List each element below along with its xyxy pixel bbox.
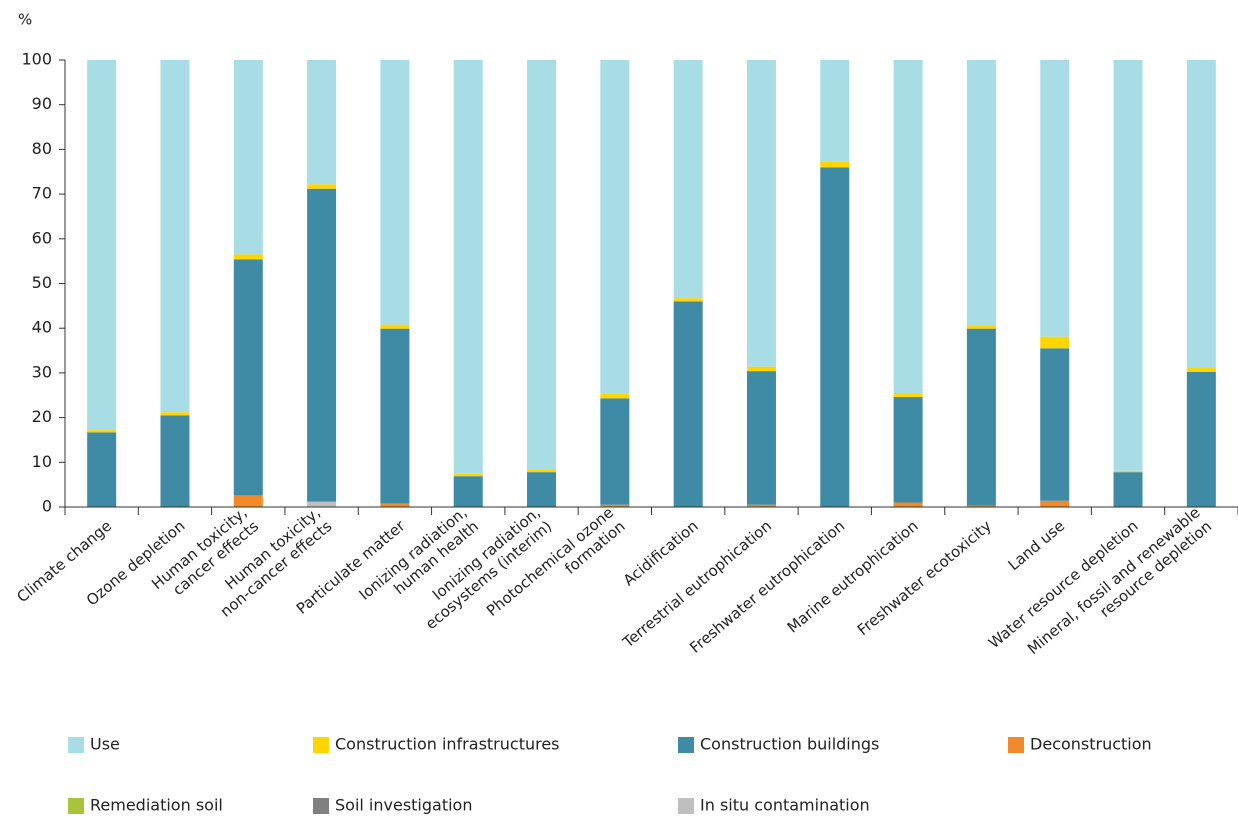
y-tick-label: 90 xyxy=(32,94,52,113)
bar-segment xyxy=(673,60,703,299)
bar-segment xyxy=(160,60,190,413)
legend-label: In situ contamination xyxy=(700,796,870,815)
y-tick-label: 40 xyxy=(32,318,52,337)
bar-segment xyxy=(453,60,483,474)
legend-swatch xyxy=(68,737,84,753)
y-tick-label: 50 xyxy=(32,273,52,292)
x-tick-label: Marine eutrophication xyxy=(784,517,922,637)
bar-segment xyxy=(307,60,337,185)
bar-segment xyxy=(893,393,923,398)
bar-segment xyxy=(746,504,776,507)
bar-segment xyxy=(820,60,850,162)
bar-segment xyxy=(527,60,557,470)
bar-segment xyxy=(1186,372,1216,507)
legend-swatch xyxy=(678,798,694,814)
bar-segment xyxy=(600,398,630,505)
bar-segment xyxy=(307,188,337,502)
bar-segment xyxy=(1113,60,1143,471)
x-tick-label: Freshwater eutrophication xyxy=(686,517,848,657)
bar-segment xyxy=(380,328,410,504)
bar-segment xyxy=(1186,367,1216,373)
bar-segment xyxy=(893,60,923,394)
bar-segment xyxy=(1040,60,1070,337)
y-tick-label: 30 xyxy=(32,362,52,381)
y-tick-label: 80 xyxy=(32,139,52,158)
y-axis-label: % xyxy=(18,11,32,29)
bar-segment xyxy=(746,60,776,367)
bar-segment xyxy=(600,60,630,394)
bar-segment xyxy=(453,473,483,477)
legend-label: Soil investigation xyxy=(335,796,472,815)
legend-swatch xyxy=(1008,737,1024,753)
bar-segment xyxy=(527,469,557,473)
bar-segment xyxy=(380,60,410,325)
bar-segment xyxy=(1040,336,1070,349)
bar-segment xyxy=(893,502,923,507)
bar-segment xyxy=(820,161,850,168)
bar-segment xyxy=(600,393,630,399)
bar-segment xyxy=(527,472,557,507)
legend-label: Deconstruction xyxy=(1030,735,1152,754)
bar-segment xyxy=(1113,472,1143,507)
legend-label: Construction infrastructures xyxy=(335,735,560,754)
y-tick-label: 70 xyxy=(32,184,52,203)
legend-label: Construction buildings xyxy=(700,735,879,754)
bar-segment xyxy=(966,505,996,507)
x-tick-label: Land use xyxy=(1005,517,1069,574)
bar-segment xyxy=(746,366,776,372)
bar-segment xyxy=(87,430,117,433)
bar-segment xyxy=(600,504,630,507)
bar-segment xyxy=(380,503,410,507)
legend-label: Remediation soil xyxy=(90,796,223,815)
legend-swatch xyxy=(68,798,84,814)
bar-segment xyxy=(87,432,117,507)
bar-segment xyxy=(673,298,703,302)
y-tick-label: 0 xyxy=(42,497,52,516)
bar-segment xyxy=(160,415,190,507)
x-tick-label: Freshwater ecotoxicity xyxy=(854,517,995,639)
legend-swatch xyxy=(313,798,329,814)
y-tick-label: 100 xyxy=(21,50,52,69)
bar-segment xyxy=(233,495,263,507)
bar-segment xyxy=(160,412,190,416)
y-tick-label: 10 xyxy=(32,452,52,471)
bar-segment xyxy=(673,301,703,507)
bar-segment xyxy=(1113,470,1143,473)
bar-segment xyxy=(307,184,337,189)
bar-segment xyxy=(453,476,483,507)
bar-segment xyxy=(1186,60,1216,368)
bar-segment xyxy=(233,60,263,255)
bar-segment xyxy=(1040,500,1070,507)
y-tick-label: 20 xyxy=(32,407,52,426)
bar-segment xyxy=(820,167,850,507)
bar-segment xyxy=(1040,348,1070,501)
bar-segment xyxy=(380,324,410,329)
bar-segment xyxy=(746,371,776,505)
bar-segment xyxy=(966,325,996,329)
legend-swatch xyxy=(678,737,694,753)
legend-label: Use xyxy=(90,735,120,754)
y-tick-label: 60 xyxy=(32,228,52,247)
x-tick-label: Terrestrial eutrophication xyxy=(619,517,775,652)
bar-segment xyxy=(893,397,923,503)
bar-segment xyxy=(233,259,263,496)
bar-segment xyxy=(307,501,337,507)
bar-segment xyxy=(966,60,996,326)
legend-swatch xyxy=(313,737,329,753)
bar-segment xyxy=(966,328,996,506)
bar-segment xyxy=(87,60,117,431)
bar-segment xyxy=(233,254,263,260)
